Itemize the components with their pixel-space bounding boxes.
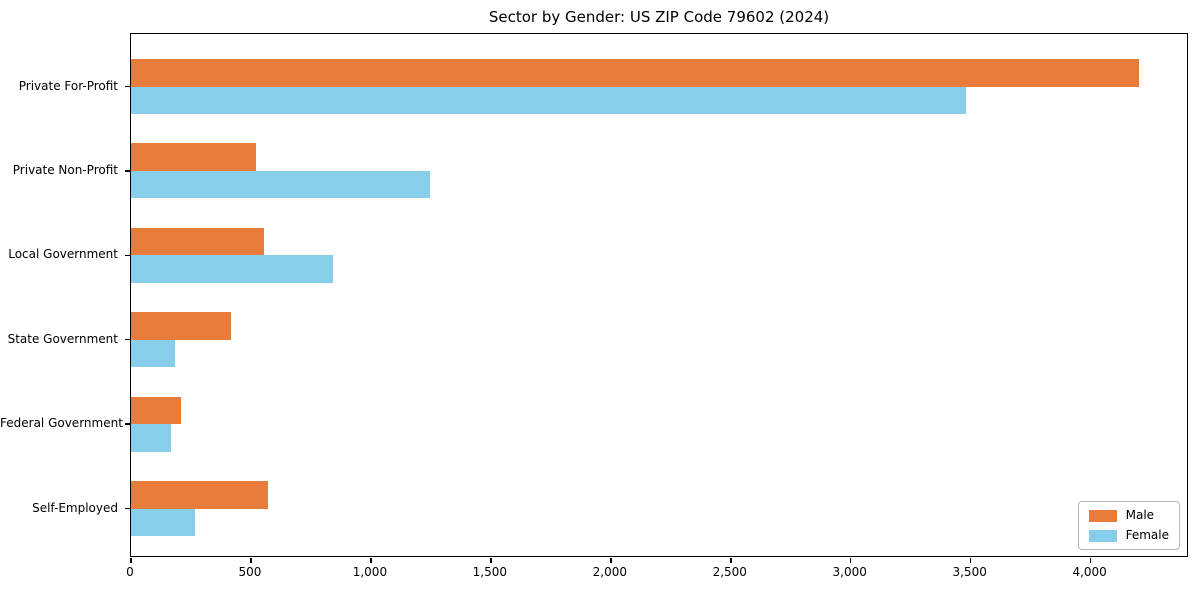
bar-male-federal-government: [131, 396, 182, 425]
y-axis-label-state-government: State Government: [7, 331, 118, 346]
y-tick-mark: [124, 85, 130, 88]
legend-label-female: Female: [1125, 528, 1169, 542]
y-tick-mark: [124, 170, 130, 172]
y-axis-label-private-for-profit: Private For-Profit: [18, 78, 118, 93]
plot-area: Male Female: [124, 33, 1188, 563]
x-tick-mark: [610, 558, 612, 563]
y-axis-label-federal-government: Federal Government: [0, 416, 123, 431]
x-axis-tick-label-2000: 2,000: [592, 565, 627, 579]
legend: Male Female: [1077, 501, 1180, 550]
x-axis-tick-label-3000: 3,000: [832, 565, 867, 579]
legend-item-female: Female: [1088, 528, 1169, 542]
bar-female-local-government: [131, 255, 333, 283]
x-tick-mark: [130, 558, 132, 563]
x-tick-mark: [730, 558, 732, 563]
bar-female-private-non-profit: [131, 170, 430, 199]
x-tick-mark: [370, 558, 372, 563]
y-tick-mark: [124, 423, 130, 425]
x-tick-mark: [250, 558, 252, 563]
x-tick-mark: [969, 558, 972, 563]
x-axis-tick-label-1000: 1,000: [352, 565, 388, 579]
legend-item-male: Male: [1088, 508, 1169, 522]
bar-male-private-non-profit: [131, 143, 256, 171]
bar-female-state-government: [131, 339, 176, 368]
male-legend-swatch: [1088, 509, 1117, 522]
y-axis-label-local-government: Local Government: [8, 247, 118, 262]
y-axis-label-private-non-profit: Private Non-Profit: [12, 162, 118, 177]
bar-female-federal-government: [131, 424, 171, 452]
legend-label-male: Male: [1125, 508, 1155, 522]
y-tick-mark: [124, 254, 130, 257]
bar-female-private-for-profit: [131, 86, 966, 114]
x-axis-tick-label-1500: 1,500: [472, 565, 508, 579]
x-axis-tick-label-500: 500: [238, 565, 262, 579]
x-tick-mark: [490, 558, 492, 563]
y-tick-mark: [124, 338, 130, 341]
chart-title: Sector by Gender: US ZIP Code 79602 (202…: [488, 8, 830, 26]
y-tick-mark: [124, 507, 130, 510]
x-axis-tick-label-3500: 3,500: [952, 565, 987, 579]
x-tick-mark: [849, 558, 852, 563]
x-tick-mark: [1089, 558, 1092, 563]
bar-male-self-employed: [131, 481, 268, 509]
x-axis-tick-label-0: 0: [126, 565, 134, 579]
bar-male-state-government: [131, 312, 231, 340]
bar-male-private-for-profit: [131, 59, 1139, 87]
female-legend-swatch: [1088, 529, 1117, 542]
x-axis-tick-label-2500: 2,500: [712, 565, 747, 579]
y-axis-label-self-employed: Self-Employed: [32, 500, 118, 515]
x-axis-tick-label-4000: 4,000: [1072, 565, 1107, 579]
bar-female-self-employed: [131, 508, 195, 536]
bar-male-local-government: [131, 227, 265, 256]
